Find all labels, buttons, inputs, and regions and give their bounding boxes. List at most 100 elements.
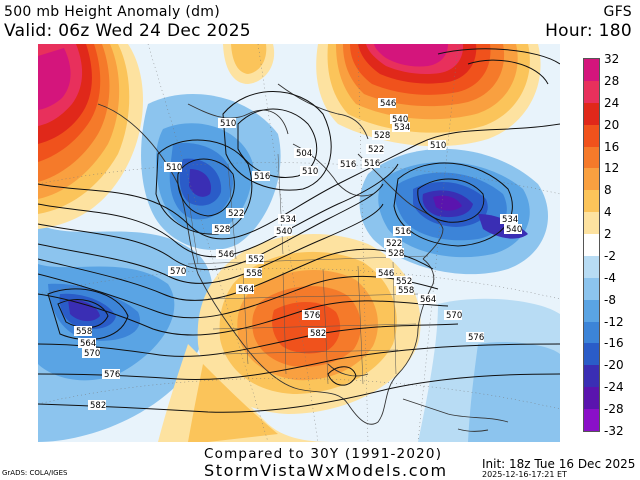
- colorbar-segment: [584, 124, 599, 148]
- contour-label: 576: [466, 332, 484, 343]
- contour-label: 564: [418, 294, 436, 305]
- contour-label: 528: [386, 248, 404, 259]
- contour-label-text: 516: [254, 172, 270, 182]
- contour-label-text: 510: [220, 119, 236, 129]
- contour-label: 570: [444, 310, 462, 321]
- contour-label-text: 534: [394, 123, 410, 133]
- contour-label-text: 576: [104, 370, 120, 380]
- contour-label: 534: [392, 122, 410, 133]
- contour-label: 516: [393, 226, 411, 237]
- colorbar-label: -32: [604, 424, 624, 438]
- contour-label-text: 528: [374, 131, 390, 141]
- contour-label-text: 552: [396, 277, 412, 287]
- colorbar-segment: [584, 365, 599, 388]
- contour-label-text: 558: [246, 269, 262, 279]
- contour-label-text: 552: [248, 255, 264, 265]
- contour-label: 570: [82, 348, 100, 359]
- contour-label: 552: [246, 254, 264, 265]
- contour-label: 510: [428, 140, 446, 151]
- contour-label: 546: [378, 98, 396, 109]
- contour-label-text: 522: [228, 209, 244, 219]
- contour-label-text: 546: [378, 269, 394, 279]
- contour-label-text: 528: [388, 249, 404, 259]
- colorbar-segment: [584, 102, 599, 126]
- contour-label: 576: [102, 369, 120, 380]
- colorbar-label: 28: [604, 73, 620, 88]
- grads-credit: GrADS: COLA/IGES: [2, 469, 68, 477]
- colorbar-label: -24: [604, 380, 624, 395]
- contour-label-text: 504: [296, 149, 312, 159]
- contour-label-text: 570: [84, 349, 100, 359]
- contour-label-text: 510: [302, 167, 318, 177]
- contour-label-text: 510: [166, 163, 182, 173]
- contour-label-text: 528: [214, 225, 230, 235]
- contour-label: 546: [376, 268, 394, 279]
- contour-label: 516: [252, 171, 270, 182]
- contour-label-text: 558: [76, 327, 92, 337]
- contour-label: 582: [308, 328, 326, 339]
- contour-label: 516: [362, 158, 380, 169]
- height-anomaly-map: 510 510 504 510 516 516 522 528 534 540 …: [38, 44, 560, 442]
- contour-label-text: 534: [502, 215, 518, 225]
- colorbar-segment: [584, 234, 599, 257]
- contour-label: 558: [244, 268, 262, 279]
- colorbar-segment: [584, 409, 599, 432]
- contour-label: 522: [384, 238, 402, 249]
- model-name: GFS: [603, 4, 632, 20]
- contour-label: 540: [504, 224, 522, 235]
- contour-label: 552: [394, 276, 412, 287]
- colorbar-segment: [584, 146, 599, 169]
- contour-label-text: 516: [364, 159, 380, 169]
- colorbar-label: 32: [604, 52, 620, 66]
- contour-label: 546: [216, 249, 234, 260]
- contour-label-text: 564: [80, 339, 96, 349]
- contour-label: 582: [88, 400, 106, 411]
- contour-label-text: 564: [238, 285, 254, 295]
- contour-label: 534: [500, 214, 518, 225]
- colorbar-label: 4: [604, 205, 612, 220]
- colorbar-segment: [584, 321, 599, 344]
- contour-label: 522: [226, 208, 244, 219]
- colorbar-label: -12: [604, 314, 624, 329]
- colorbar-label: -8: [604, 292, 616, 307]
- colorbar-label: 8: [604, 183, 612, 198]
- contour-label-text: 540: [276, 227, 292, 237]
- contour-label-text: 576: [304, 311, 320, 321]
- contour-label: 522: [366, 144, 384, 155]
- contour-label: 576: [302, 310, 320, 321]
- contour-label: 540: [390, 114, 408, 125]
- contour-label-text: 510: [430, 141, 446, 151]
- contour-label-text: 522: [386, 239, 402, 249]
- colorbar-segment: [584, 212, 599, 235]
- contour-label-text: 582: [310, 329, 326, 339]
- contour-label: 510: [218, 118, 236, 129]
- colorbar-label: 16: [604, 139, 620, 154]
- colorbar-label: 2: [604, 227, 612, 242]
- colorbar-segment: [584, 343, 599, 366]
- colorbar-segment: [584, 255, 599, 279]
- contour-label-text: 558: [398, 286, 414, 296]
- colorbar-segment: [584, 80, 599, 104]
- contour-label: 516: [338, 159, 356, 170]
- forecast-hour: Hour: 180: [545, 21, 632, 41]
- contour-label-text: 516: [340, 160, 356, 170]
- colorbar-label: -28: [604, 402, 624, 417]
- colorbar-label: -20: [604, 358, 624, 373]
- map-title: 500 mb Height Anomaly (dm): [4, 4, 220, 20]
- contour-label: 564: [236, 284, 254, 295]
- contour-label: 540: [274, 226, 292, 237]
- colorbar-segment: [584, 299, 599, 323]
- contour-label-text: 570: [170, 267, 186, 277]
- contour-label: 510: [300, 166, 318, 177]
- colorbar-segment: [584, 168, 599, 191]
- colorbar-segment: [584, 59, 599, 82]
- contour-label-text: 540: [392, 115, 408, 125]
- colorbar-label: -16: [604, 336, 624, 351]
- contour-label-text: 540: [506, 225, 522, 235]
- contour-label-text: 516: [395, 227, 411, 237]
- init-time: Init: 18z Tue 16 Dec 2025: [482, 457, 636, 471]
- site-watermark: StormVistaWxModels.com: [204, 461, 448, 480]
- contour-label-text: 582: [90, 401, 106, 411]
- colorbar-segment: [584, 190, 599, 213]
- contour-label-text: 522: [368, 145, 384, 155]
